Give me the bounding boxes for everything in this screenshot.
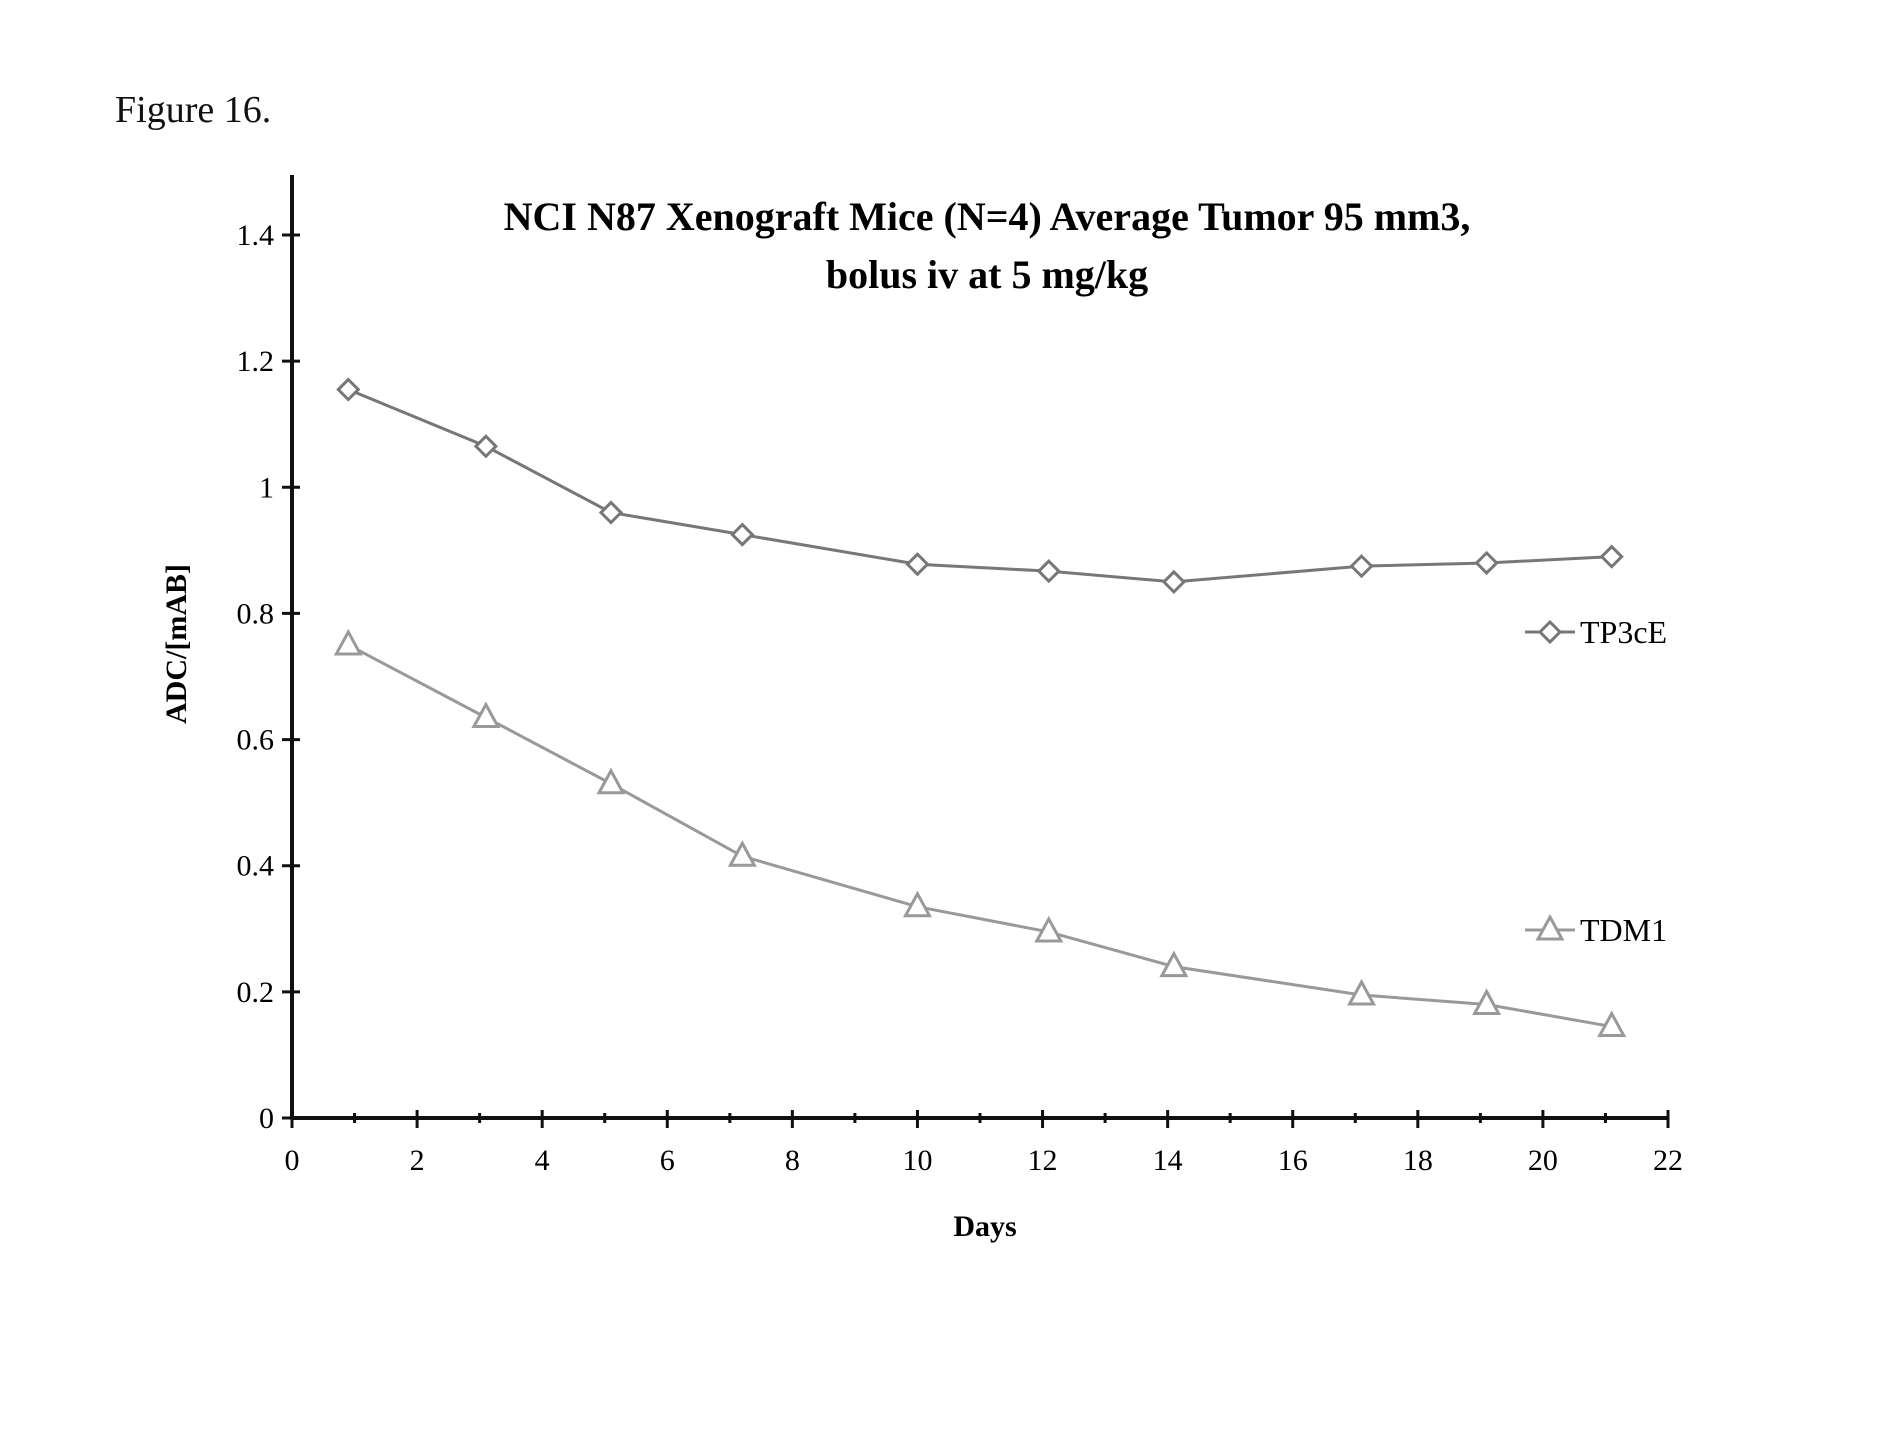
diamond-marker — [1599, 544, 1624, 569]
x-tick-label: 20 — [1528, 1144, 1558, 1177]
y-tick-label: 0 — [259, 1102, 274, 1135]
x-tick-label: 14 — [1153, 1144, 1183, 1177]
legend-label: TP3cE — [1580, 614, 1667, 650]
triangle-marker — [596, 767, 626, 795]
triangle-marker — [1472, 988, 1502, 1015]
diamond-marker — [1349, 554, 1374, 579]
triangle-marker — [727, 840, 757, 867]
chart-title: NCI N87 Xenograft Mice (N=4) Average Tum… — [504, 194, 1471, 239]
diamond-marker — [598, 500, 624, 525]
y-tick-label: 1.2 — [237, 345, 275, 378]
diamond-marker — [730, 522, 755, 547]
diamond-marker — [336, 377, 361, 402]
triangle-marker — [471, 701, 501, 728]
y-tick-label: 1 — [259, 471, 274, 504]
x-tick-label: 10 — [902, 1144, 932, 1177]
series-line-tp3ce — [347, 388, 1612, 584]
diamond-marker — [473, 434, 499, 459]
diamond-marker — [1036, 559, 1061, 584]
y-tick-label: 0.8 — [237, 597, 275, 630]
y-tick-label: 0.2 — [237, 976, 275, 1009]
y-tick-label: 1.4 — [237, 219, 275, 252]
x-tick-label: 0 — [285, 1144, 300, 1177]
triangle-marker — [333, 628, 363, 656]
legend-label: TDM1 — [1580, 912, 1667, 948]
triangle-marker — [1159, 950, 1189, 978]
figure-label: Figure 16. — [115, 89, 272, 131]
triangle-marker — [1535, 913, 1565, 941]
chart-subtitle: bolus iv at 5 mg/kg — [826, 252, 1148, 297]
x-tick-label: 6 — [660, 1144, 675, 1177]
y-tick-label: 0.4 — [237, 850, 275, 883]
x-axis-label: Days — [953, 1210, 1016, 1243]
triangle-marker — [1347, 978, 1377, 1006]
triangle-marker — [1034, 915, 1064, 943]
diamond-marker — [1474, 550, 1499, 576]
y-tick-label: 0.6 — [237, 724, 275, 757]
diamond-marker — [1161, 569, 1187, 595]
triangle-marker — [1597, 1010, 1627, 1038]
x-tick-label: 18 — [1403, 1144, 1433, 1177]
x-tick-label: 4 — [535, 1144, 550, 1177]
diamond-marker — [905, 552, 930, 577]
triangle-marker — [902, 890, 932, 918]
x-tick-label: 8 — [785, 1144, 800, 1177]
x-tick-label: 12 — [1028, 1144, 1058, 1177]
x-tick-label: 22 — [1653, 1144, 1683, 1177]
diamond-marker — [1537, 619, 1563, 645]
series-line-tdm1 — [347, 643, 1612, 1029]
x-tick-label: 2 — [410, 1144, 425, 1177]
y-axis-label: ADC/[mAB] — [160, 564, 193, 724]
x-tick-label: 16 — [1278, 1144, 1308, 1177]
